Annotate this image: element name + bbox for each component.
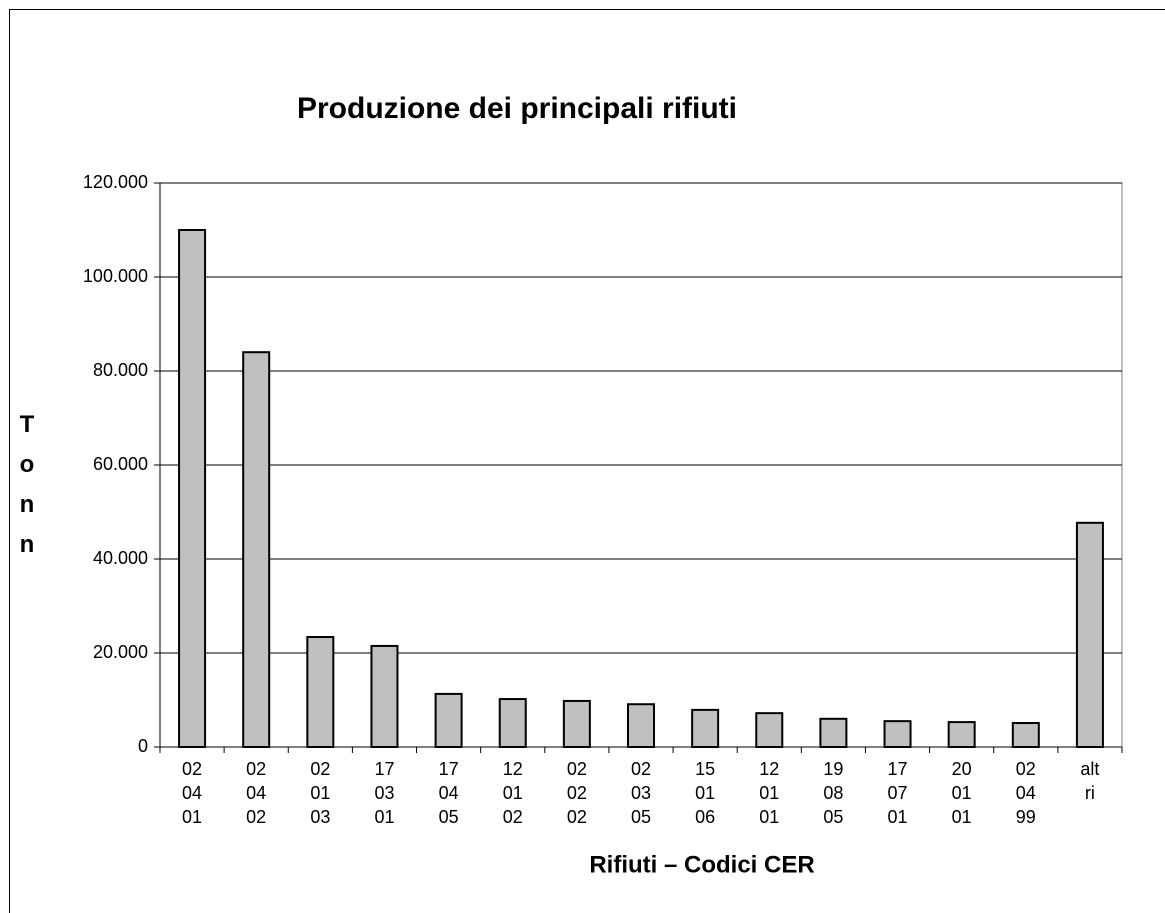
x-tick-label: 20 — [952, 759, 972, 779]
x-tick-label: 01 — [310, 783, 330, 803]
x-tick-label: 03 — [374, 783, 394, 803]
bar — [819, 717, 848, 748]
bar — [434, 692, 463, 749]
y-axis-title-letter: T — [20, 411, 35, 438]
x-tick-label: 02 — [246, 807, 266, 827]
x-tick-label: 17 — [888, 759, 908, 779]
x-tick-label: 01 — [695, 783, 715, 803]
x-tick-label: 02 — [310, 759, 330, 779]
bar — [1011, 722, 1040, 749]
bar — [178, 229, 207, 748]
x-tick-label: 02 — [182, 759, 202, 779]
x-axis-title: Rifiuti – Codici CER — [589, 851, 814, 878]
y-tick-label: 60.000 — [93, 454, 148, 474]
x-tick-label: 01 — [952, 807, 972, 827]
x-tick-label: 17 — [439, 759, 459, 779]
y-axis-title-letter: n — [20, 491, 35, 518]
x-tick-label: 03 — [631, 783, 651, 803]
chart-title: Produzione dei principali rifiuti — [297, 92, 737, 125]
y-axis-title-letter: o — [20, 451, 35, 478]
y-tick-label: 80.000 — [93, 360, 148, 380]
x-tick-label: 04 — [182, 783, 202, 803]
y-tick-label: 20.000 — [93, 642, 148, 662]
bar — [947, 721, 976, 749]
x-tick-label: 12 — [759, 759, 779, 779]
bar — [883, 720, 912, 749]
x-tick-label: 05 — [439, 807, 459, 827]
bar — [306, 636, 335, 749]
y-tick-label: 120.000 — [83, 172, 148, 192]
x-tick-label: 02 — [567, 759, 587, 779]
x-tick-label: 02 — [631, 759, 651, 779]
x-tick-label: 08 — [823, 783, 843, 803]
y-tick-label: 40.000 — [93, 548, 148, 568]
x-tick-label: 01 — [888, 807, 908, 827]
bar — [627, 703, 655, 748]
x-tick-label: 01 — [503, 783, 523, 803]
x-tick-label: 05 — [631, 807, 651, 827]
y-tick-label: 0 — [138, 736, 148, 756]
y-tick-label: 100.000 — [83, 266, 148, 286]
x-tick-label: 07 — [888, 783, 908, 803]
bar — [242, 351, 271, 748]
bar — [755, 712, 784, 748]
bar — [562, 699, 591, 749]
x-tick-label: 17 — [374, 759, 394, 779]
x-tick-label: ri — [1085, 783, 1095, 803]
x-tick-label: 02 — [1016, 759, 1036, 779]
x-tick-label: 01 — [759, 783, 779, 803]
x-tick-label: 01 — [952, 783, 972, 803]
bar — [498, 698, 527, 748]
x-tick-label: 02 — [567, 807, 587, 827]
x-tick-label: 02 — [567, 783, 587, 803]
x-tick-label: 02 — [246, 759, 266, 779]
x-tick-label: 06 — [695, 807, 715, 827]
x-tick-label: alt — [1080, 759, 1099, 779]
x-tick-label: 19 — [823, 759, 843, 779]
x-tick-label: 01 — [374, 807, 394, 827]
x-tick-label: 15 — [695, 759, 715, 779]
x-tick-label: 03 — [310, 807, 330, 827]
x-tick-label: 99 — [1016, 807, 1036, 827]
chart-frame — [9, 9, 1165, 913]
bar — [1075, 521, 1104, 748]
x-tick-label: 12 — [503, 759, 523, 779]
x-tick-label: 04 — [439, 783, 459, 803]
x-tick-label: 01 — [759, 807, 779, 827]
x-tick-label: 02 — [503, 807, 523, 827]
x-tick-label: 01 — [182, 807, 202, 827]
bar — [370, 644, 399, 749]
x-tick-label: 04 — [246, 783, 266, 803]
y-axis-title-letter: n — [20, 531, 35, 558]
x-tick-label: 04 — [1016, 783, 1036, 803]
bar — [691, 708, 720, 748]
x-tick-label: 05 — [823, 807, 843, 827]
